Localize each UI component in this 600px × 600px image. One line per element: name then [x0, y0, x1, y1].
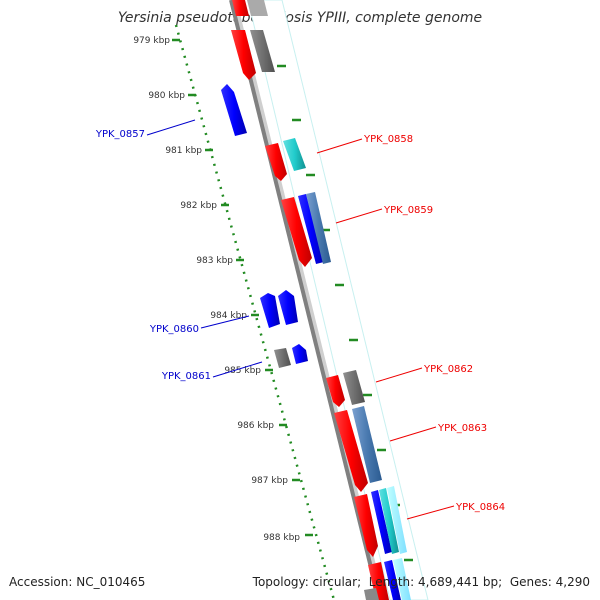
gene-box-gray-top[interactable]	[247, 0, 268, 16]
topology-value: circular	[312, 575, 358, 589]
leader-YPK_0864	[406, 505, 455, 520]
accession-info: Accession: NC_010465	[9, 575, 145, 589]
leader-YPK_0857	[146, 119, 196, 136]
gene-bottom-red[interactable]	[368, 562, 389, 600]
gene-YPK_0864[interactable]	[354, 494, 378, 557]
kbp-tick-label: 980 kbp	[148, 91, 185, 101]
gene-YPK_0863[interactable]	[334, 410, 368, 492]
kbp-tick: 980 kbp	[148, 91, 301, 122]
gene-label-YPK_0858[interactable]: YPK_0858	[363, 134, 413, 145]
kbp-tick-label: 984 kbp	[210, 311, 247, 321]
leader-YPK_0860	[200, 315, 250, 329]
gene-bottom-blue[interactable]	[384, 560, 401, 600]
gene-box-steelblue-2[interactable]	[352, 406, 382, 483]
leader-YPK_0859	[335, 208, 383, 224]
genes-label: Genes:	[509, 575, 552, 589]
map-title: Yersinia pseudotuberculosis YPIII, compl…	[117, 10, 483, 26]
gene-label-YPK_0860[interactable]: YPK_0860	[149, 324, 199, 335]
tick-track-outer	[174, 24, 336, 600]
gene-YPK_0858[interactable]	[265, 143, 287, 181]
kbp-tick: 981 kbp	[165, 146, 315, 177]
kbp-tick: 988 kbp	[263, 533, 413, 562]
gene-YPK_0861[interactable]	[292, 344, 308, 364]
gene-box-lightcyan[interactable]	[387, 486, 407, 554]
gene-label-YPK_0857[interactable]: YPK_0857	[95, 129, 145, 140]
gene-YPK_0861-gray[interactable]	[274, 348, 291, 368]
kbp-tick-label: 979 kbp	[133, 36, 170, 46]
gene-label-YPK_0863[interactable]: YPK_0863	[437, 423, 487, 434]
gene-label-YPK_0861[interactable]: YPK_0861	[161, 371, 211, 382]
kbp-tick: 984 kbp	[210, 311, 358, 342]
gene-label-YPK_0864[interactable]: YPK_0864	[455, 502, 505, 513]
length-label: Length:	[368, 575, 415, 589]
gene-box-gray[interactable]	[250, 30, 275, 72]
kbp-tick-label: 988 kbp	[263, 533, 300, 543]
topology-label: Topology:	[252, 575, 309, 589]
genome-backbone	[229, 0, 381, 600]
gene-box-steelblue[interactable]	[306, 192, 331, 264]
gene-label-YPK_0862[interactable]: YPK_0862	[423, 364, 473, 375]
kbp-tick-label: 986 kbp	[237, 421, 274, 431]
leader-YPK_0858	[316, 138, 363, 154]
leader-YPK_0863	[389, 426, 437, 442]
gene-YPK_0860-b[interactable]	[278, 290, 298, 325]
gene-box-blue-2[interactable]	[371, 490, 392, 554]
gene-bottom-lightcyan[interactable]	[393, 558, 411, 600]
length-value: 4,689,441 bp	[418, 575, 499, 589]
gene-features	[221, 0, 411, 600]
kbp-tick: 979 kbp	[133, 36, 286, 68]
gene-box-red-top[interactable]	[232, 0, 249, 16]
kbp-tick: 985 kbp	[224, 366, 372, 397]
gene-YPK_0857[interactable]	[221, 84, 247, 136]
gene-arrow-red[interactable]	[231, 30, 256, 80]
kbp-tick: 983 kbp	[196, 256, 344, 287]
gene-YPK_0859[interactable]	[281, 197, 312, 267]
kbp-tick-label: 981 kbp	[165, 146, 202, 156]
accession-label: Accession:	[9, 575, 73, 589]
leader-YPK_0862	[375, 367, 423, 383]
gene-bottom-gray[interactable]	[364, 588, 379, 600]
genes-value: 4,290	[555, 575, 590, 589]
gene-YPK_0862[interactable]	[326, 375, 345, 407]
leader-YPK_0861	[212, 361, 263, 378]
gene-label-YPK_0859[interactable]: YPK_0859	[383, 205, 433, 216]
gene-box-cyan-2[interactable]	[379, 488, 399, 554]
kbp-tick-label: 983 kbp	[196, 256, 233, 266]
gene-box-gray-2[interactable]	[343, 370, 365, 405]
kbp-tick-label: 982 kbp	[180, 201, 217, 211]
kbp-tick: 986 kbp	[237, 421, 386, 452]
genome-stats: Topology: circular; Length: 4,689,441 bp…	[252, 575, 590, 589]
gene-YPK_0860[interactable]	[260, 293, 280, 328]
kbp-tick-label: 987 kbp	[251, 476, 288, 486]
gene-box-cyan[interactable]	[283, 138, 306, 171]
kbp-tick-label: 985 kbp	[224, 366, 261, 376]
accession-value: NC_010465	[76, 575, 146, 589]
gene-box-blue[interactable]	[298, 194, 324, 264]
